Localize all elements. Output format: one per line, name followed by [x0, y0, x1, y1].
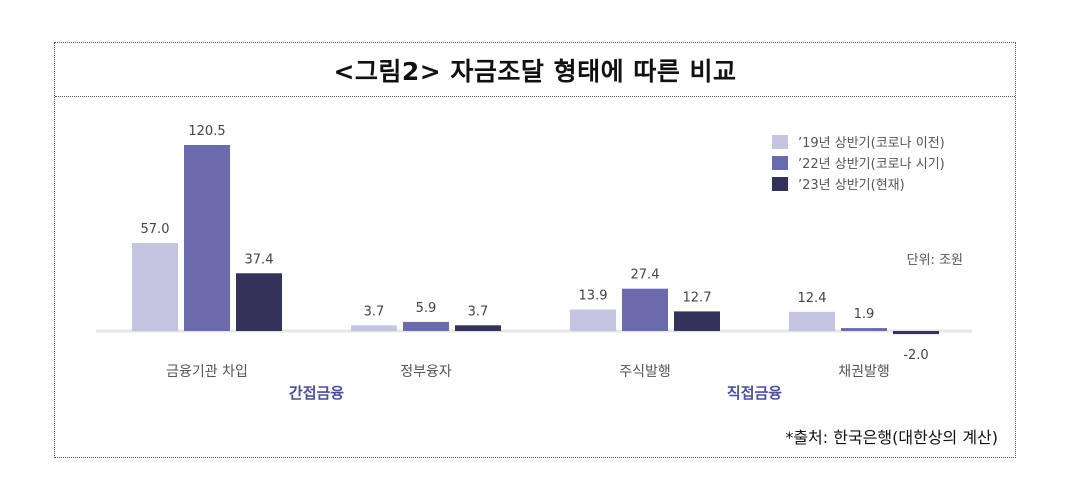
legend-label: ’22년 상반기(코로나 시기) [798, 157, 945, 172]
data-label: 13.9 [579, 289, 608, 304]
legend-swatch [772, 135, 788, 149]
legend-label: ’23년 상반기(현재) [798, 178, 905, 193]
data-label: 12.4 [798, 291, 827, 306]
figure-frame: <그림2> 자금조달 형태에 따른 비교 [54, 42, 1016, 458]
bar [841, 328, 887, 331]
bar [132, 243, 178, 331]
data-label: 3.7 [364, 304, 385, 319]
source-note: *출처: 한국은행(대한상의 계산) [785, 428, 998, 447]
title-band: <그림2> 자금조달 형태에 따른 비교 [55, 43, 1015, 97]
bar [403, 321, 449, 331]
data-label: 27.4 [631, 268, 660, 283]
legend-label: ’19년 상반기(코로나 이전) [798, 136, 945, 151]
bar [789, 311, 835, 331]
bar [184, 145, 230, 331]
category-label: 금융기관 차입 [166, 364, 248, 380]
figure-title: <그림2> 자금조달 형태에 따른 비교 [333, 56, 737, 86]
unit-label: 단위: 조원 [907, 253, 963, 268]
data-label: 37.4 [245, 252, 274, 267]
bar [570, 309, 616, 331]
data-label: -2.0 [903, 348, 928, 363]
data-label: 5.9 [416, 301, 437, 316]
bar [236, 273, 282, 331]
legend-swatch [772, 177, 788, 191]
bar [622, 288, 668, 331]
category-label: 채권발행 [838, 364, 890, 380]
data-label: 57.0 [141, 222, 170, 237]
group-label: 직접금융 [727, 384, 782, 402]
bar [893, 331, 939, 335]
data-label: 120.5 [188, 124, 225, 139]
bar [351, 325, 397, 331]
data-label: 3.7 [468, 304, 489, 319]
group-label: 간접금융 [289, 384, 344, 402]
legend-swatch [772, 156, 788, 170]
bar [455, 325, 501, 331]
category-label: 정부융자 [400, 364, 452, 380]
data-label: 12.7 [683, 290, 712, 305]
bar [674, 311, 720, 331]
category-label: 주식발행 [619, 364, 671, 380]
data-label: 1.9 [854, 307, 875, 322]
